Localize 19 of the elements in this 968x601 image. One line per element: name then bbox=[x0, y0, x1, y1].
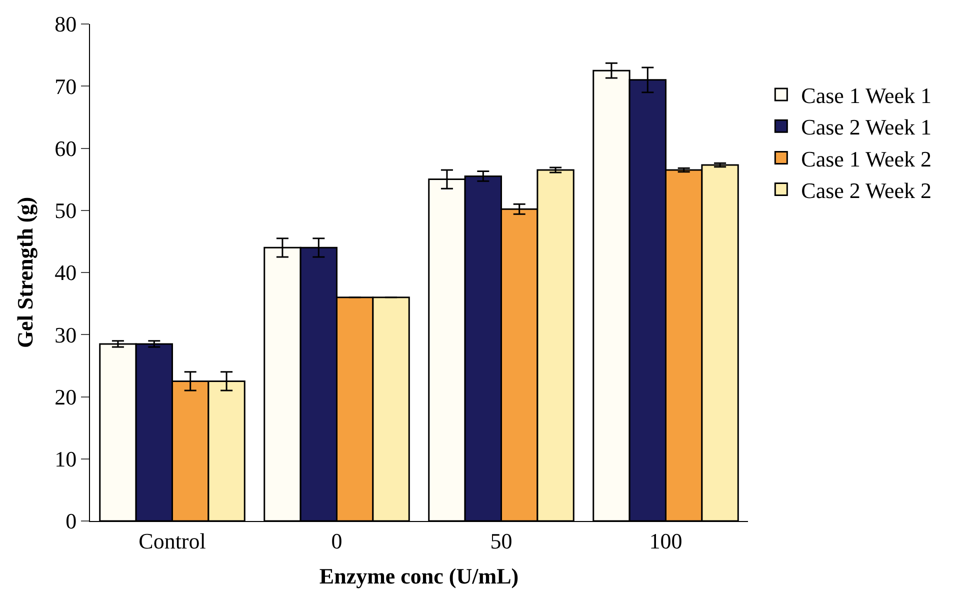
x-tick-label: 0 bbox=[331, 528, 342, 554]
legend-label: Case 2 Week 2 bbox=[801, 178, 932, 203]
y-tick-label: 80 bbox=[54, 12, 77, 37]
legend-label: Case 2 Week 1 bbox=[801, 114, 932, 140]
y-tick-label: 60 bbox=[54, 136, 77, 161]
x-tick-label: 100 bbox=[649, 528, 682, 554]
legend-label: Case 1 Week 2 bbox=[801, 146, 932, 172]
y-tick-label: 0 bbox=[66, 508, 77, 534]
y-tick-label: 70 bbox=[54, 74, 77, 99]
y-tick-label: 30 bbox=[54, 322, 77, 348]
legend-label: Case 1 Week 1 bbox=[801, 83, 932, 108]
x-tick-label: Control bbox=[138, 528, 206, 554]
x-axis-title: Enzyme conc (U/mL) bbox=[319, 563, 519, 588]
y-axis-title: Gel Strength (g) bbox=[12, 196, 38, 348]
y-tick-label: 10 bbox=[54, 446, 77, 472]
y-tick-label: 40 bbox=[54, 260, 77, 286]
x-tick-label: 50 bbox=[490, 528, 512, 554]
y-tick-label: 20 bbox=[54, 384, 77, 410]
y-tick-label: 50 bbox=[54, 198, 77, 224]
